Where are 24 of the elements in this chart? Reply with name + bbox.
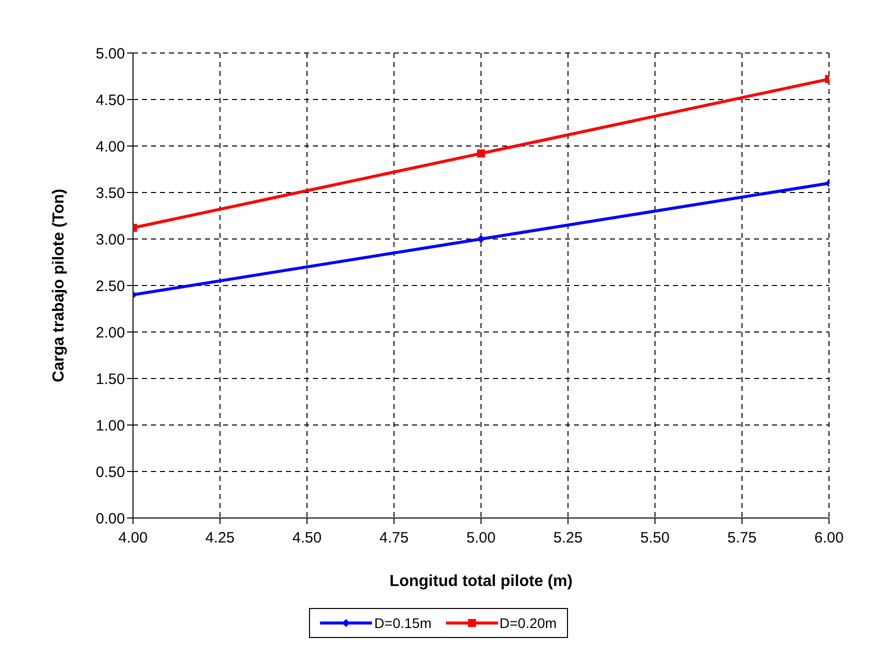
y-tick-label: 4.50 bbox=[96, 92, 125, 109]
x-tick-label: 4.50 bbox=[292, 530, 322, 547]
y-tick-label: 0.00 bbox=[96, 510, 125, 528]
x-tick-label: 4.00 bbox=[118, 530, 148, 547]
y-tick-label: 3.50 bbox=[96, 184, 125, 202]
y-tick-label: 1.50 bbox=[96, 370, 125, 388]
y-tick-label: 1.00 bbox=[96, 417, 125, 434]
y-tick-label: 3.00 bbox=[96, 231, 125, 248]
x-axis-title: Longitud total pilote (m) bbox=[389, 573, 573, 590]
y-tick-label: 5.00 bbox=[96, 45, 125, 62]
y-tick-label: 0.50 bbox=[96, 464, 125, 481]
legend-label: D=0.20m bbox=[500, 615, 557, 631]
x-tick-label: 6.00 bbox=[814, 530, 844, 547]
y-tick-label: 2.50 bbox=[96, 278, 125, 295]
x-tick-label: 5.00 bbox=[466, 530, 496, 547]
x-tick-label: 4.75 bbox=[379, 530, 409, 547]
x-tick-label: 5.25 bbox=[553, 530, 583, 547]
legend-label: D=0.15m bbox=[374, 615, 432, 631]
x-tick-label: 4.25 bbox=[205, 530, 235, 547]
y-tick-label: 4.00 bbox=[96, 138, 125, 156]
x-tick-label: 5.50 bbox=[640, 530, 670, 547]
y-axis-title: Carga trabajo pilote (Ton) bbox=[50, 188, 68, 382]
x-tick-label: 5.75 bbox=[727, 530, 757, 547]
y-tick-label: 2.00 bbox=[96, 324, 125, 342]
